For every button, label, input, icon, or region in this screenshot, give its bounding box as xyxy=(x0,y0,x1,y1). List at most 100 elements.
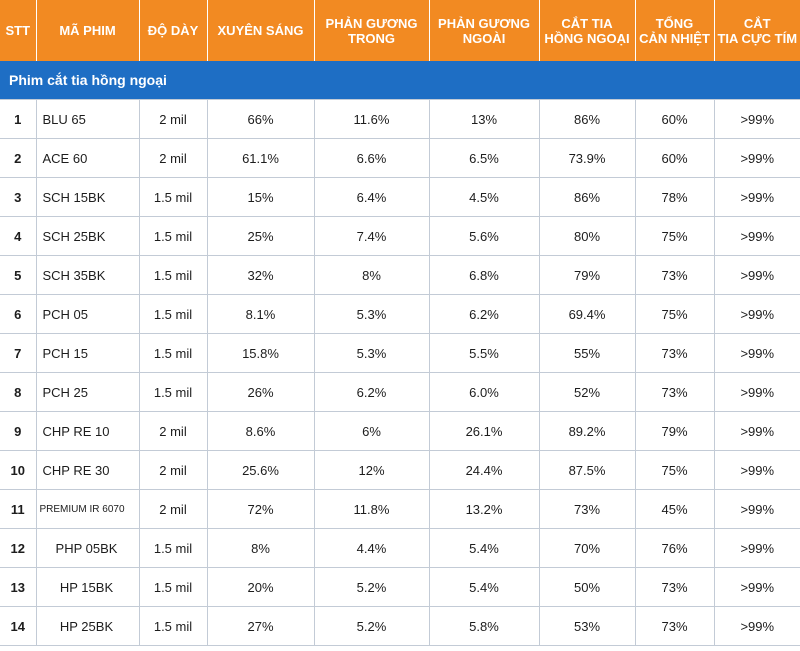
visible-light-transmission: 8.6% xyxy=(207,411,315,451)
visible-light-transmission: 15.8% xyxy=(207,333,315,373)
header-exterior-reflectance: PHẢN GƯƠNG NGOÀI xyxy=(429,0,540,61)
thickness: 1.5 mil xyxy=(139,216,208,256)
infrared-rejection: 53% xyxy=(539,606,636,646)
row-stt: 11 xyxy=(0,489,37,529)
film-code: CHP RE 10 xyxy=(36,411,140,451)
exterior-reflectance: 26.1% xyxy=(429,411,540,451)
row-stt: 14 xyxy=(0,606,37,646)
total-heat-rejection: 79% xyxy=(635,411,715,451)
total-heat-rejection: 73% xyxy=(635,567,715,607)
table-row: 11 PREMIUM IR 6070 2 mil 72% 11.8% 13.2% 73% 45… xyxy=(0,489,800,529)
thickness: 1.5 mil xyxy=(139,606,208,646)
section-row: Phim cắt tia hồng ngoại xyxy=(0,61,800,100)
total-heat-rejection: 73% xyxy=(635,333,715,373)
exterior-reflectance: 13% xyxy=(429,99,540,139)
row-stt: 4 xyxy=(0,216,37,256)
interior-reflectance: 11.8% xyxy=(314,489,430,529)
uv-rejection: >99% xyxy=(714,255,800,295)
table-row: 14 HP 25BK 1.5 mil 27% 5.2% 5.8% 53% 73% >99% xyxy=(0,606,800,646)
header-infrared-rejection: CẮT TIA HỒNG NGOẠI xyxy=(539,0,636,61)
uv-rejection: >99% xyxy=(714,528,800,568)
interior-reflectance: 7.4% xyxy=(314,216,430,256)
row-stt: 7 xyxy=(0,333,37,373)
thickness: 2 mil xyxy=(139,138,208,178)
film-code: SCH 35BK xyxy=(36,255,140,295)
section-title: Phim cắt tia hồng ngoại xyxy=(0,61,800,100)
table-row: 2 ACE 60 2 mil 61.1% 6.6% 6.5% 73.9% 60% >99% xyxy=(0,138,800,178)
film-code: SCH 25BK xyxy=(36,216,140,256)
exterior-reflectance: 6.5% xyxy=(429,138,540,178)
thickness: 1.5 mil xyxy=(139,528,208,568)
film-code: PHP 05BK xyxy=(36,528,140,568)
table-row: 1 BLU 65 2 mil 66% 11.6% 13% 86% 60% >99% xyxy=(0,99,800,139)
interior-reflectance: 5.3% xyxy=(314,333,430,373)
exterior-reflectance: 6.0% xyxy=(429,372,540,412)
infrared-rejection: 79% xyxy=(539,255,636,295)
row-stt: 8 xyxy=(0,372,37,412)
visible-light-transmission: 32% xyxy=(207,255,315,295)
exterior-reflectance: 6.2% xyxy=(429,294,540,334)
thickness: 1.5 mil xyxy=(139,372,208,412)
exterior-reflectance: 5.5% xyxy=(429,333,540,373)
row-stt: 13 xyxy=(0,567,37,607)
thickness: 1.5 mil xyxy=(139,567,208,607)
interior-reflectance: 5.2% xyxy=(314,567,430,607)
uv-rejection: >99% xyxy=(714,450,800,490)
exterior-reflectance: 5.6% xyxy=(429,216,540,256)
row-stt: 10 xyxy=(0,450,37,490)
film-code: BLU 65 xyxy=(36,99,140,139)
film-code: PCH 15 xyxy=(36,333,140,373)
uv-rejection: >99% xyxy=(714,216,800,256)
infrared-rejection: 50% xyxy=(539,567,636,607)
total-heat-rejection: 75% xyxy=(635,294,715,334)
table-row: 13 HP 15BK 1.5 mil 20% 5.2% 5.4% 50% 73% >99% xyxy=(0,567,800,607)
infrared-rejection: 73% xyxy=(539,489,636,529)
interior-reflectance: 6% xyxy=(314,411,430,451)
uv-rejection: >99% xyxy=(714,411,800,451)
interior-reflectance: 6.2% xyxy=(314,372,430,412)
row-stt: 6 xyxy=(0,294,37,334)
visible-light-transmission: 66% xyxy=(207,99,315,139)
header-row: STT MÃ PHIM ĐỘ DÀY XUYÊN SÁNG PHẢN GƯƠNG… xyxy=(0,0,800,61)
infrared-rejection: 87.5% xyxy=(539,450,636,490)
row-stt: 12 xyxy=(0,528,37,568)
table-row: 4 SCH 25BK 1.5 mil 25% 7.4% 5.6% 80% 75% >99% xyxy=(0,216,800,256)
uv-rejection: >99% xyxy=(714,294,800,334)
thickness: 1.5 mil xyxy=(139,333,208,373)
exterior-reflectance: 5.4% xyxy=(429,528,540,568)
visible-light-transmission: 72% xyxy=(207,489,315,529)
total-heat-rejection: 45% xyxy=(635,489,715,529)
infrared-rejection: 86% xyxy=(539,99,636,139)
visible-light-transmission: 15% xyxy=(207,177,315,217)
infrared-rejection: 55% xyxy=(539,333,636,373)
total-heat-rejection: 75% xyxy=(635,216,715,256)
film-code: ACE 60 xyxy=(36,138,140,178)
row-stt: 2 xyxy=(0,138,37,178)
row-stt: 1 xyxy=(0,99,37,139)
row-stt: 9 xyxy=(0,411,37,451)
thickness: 2 mil xyxy=(139,489,208,529)
film-code: PCH 25 xyxy=(36,372,140,412)
infrared-rejection: 70% xyxy=(539,528,636,568)
table-row: 5 SCH 35BK 1.5 mil 32% 8% 6.8% 79% 73% >99% xyxy=(0,255,800,295)
total-heat-rejection: 73% xyxy=(635,255,715,295)
visible-light-transmission: 27% xyxy=(207,606,315,646)
visible-light-transmission: 8% xyxy=(207,528,315,568)
total-heat-rejection: 60% xyxy=(635,99,715,139)
infrared-rejection: 86% xyxy=(539,177,636,217)
interior-reflectance: 12% xyxy=(314,450,430,490)
visible-light-transmission: 25% xyxy=(207,216,315,256)
table-row: 8 PCH 25 1.5 mil 26% 6.2% 6.0% 52% 73% >99% xyxy=(0,372,800,412)
header-thickness: ĐỘ DÀY xyxy=(139,0,208,61)
table-row: 10 CHP RE 30 2 mil 25.6% 12% 24.4% 87.5% 75% >99… xyxy=(0,450,800,490)
thickness: 2 mil xyxy=(139,99,208,139)
header-uv-rejection: CẮT TIA CỰC TÍM xyxy=(714,0,800,61)
uv-rejection: >99% xyxy=(714,138,800,178)
uv-rejection: >99% xyxy=(714,489,800,529)
exterior-reflectance: 4.5% xyxy=(429,177,540,217)
infrared-rejection: 73.9% xyxy=(539,138,636,178)
total-heat-rejection: 73% xyxy=(635,606,715,646)
visible-light-transmission: 25.6% xyxy=(207,450,315,490)
uv-rejection: >99% xyxy=(714,606,800,646)
